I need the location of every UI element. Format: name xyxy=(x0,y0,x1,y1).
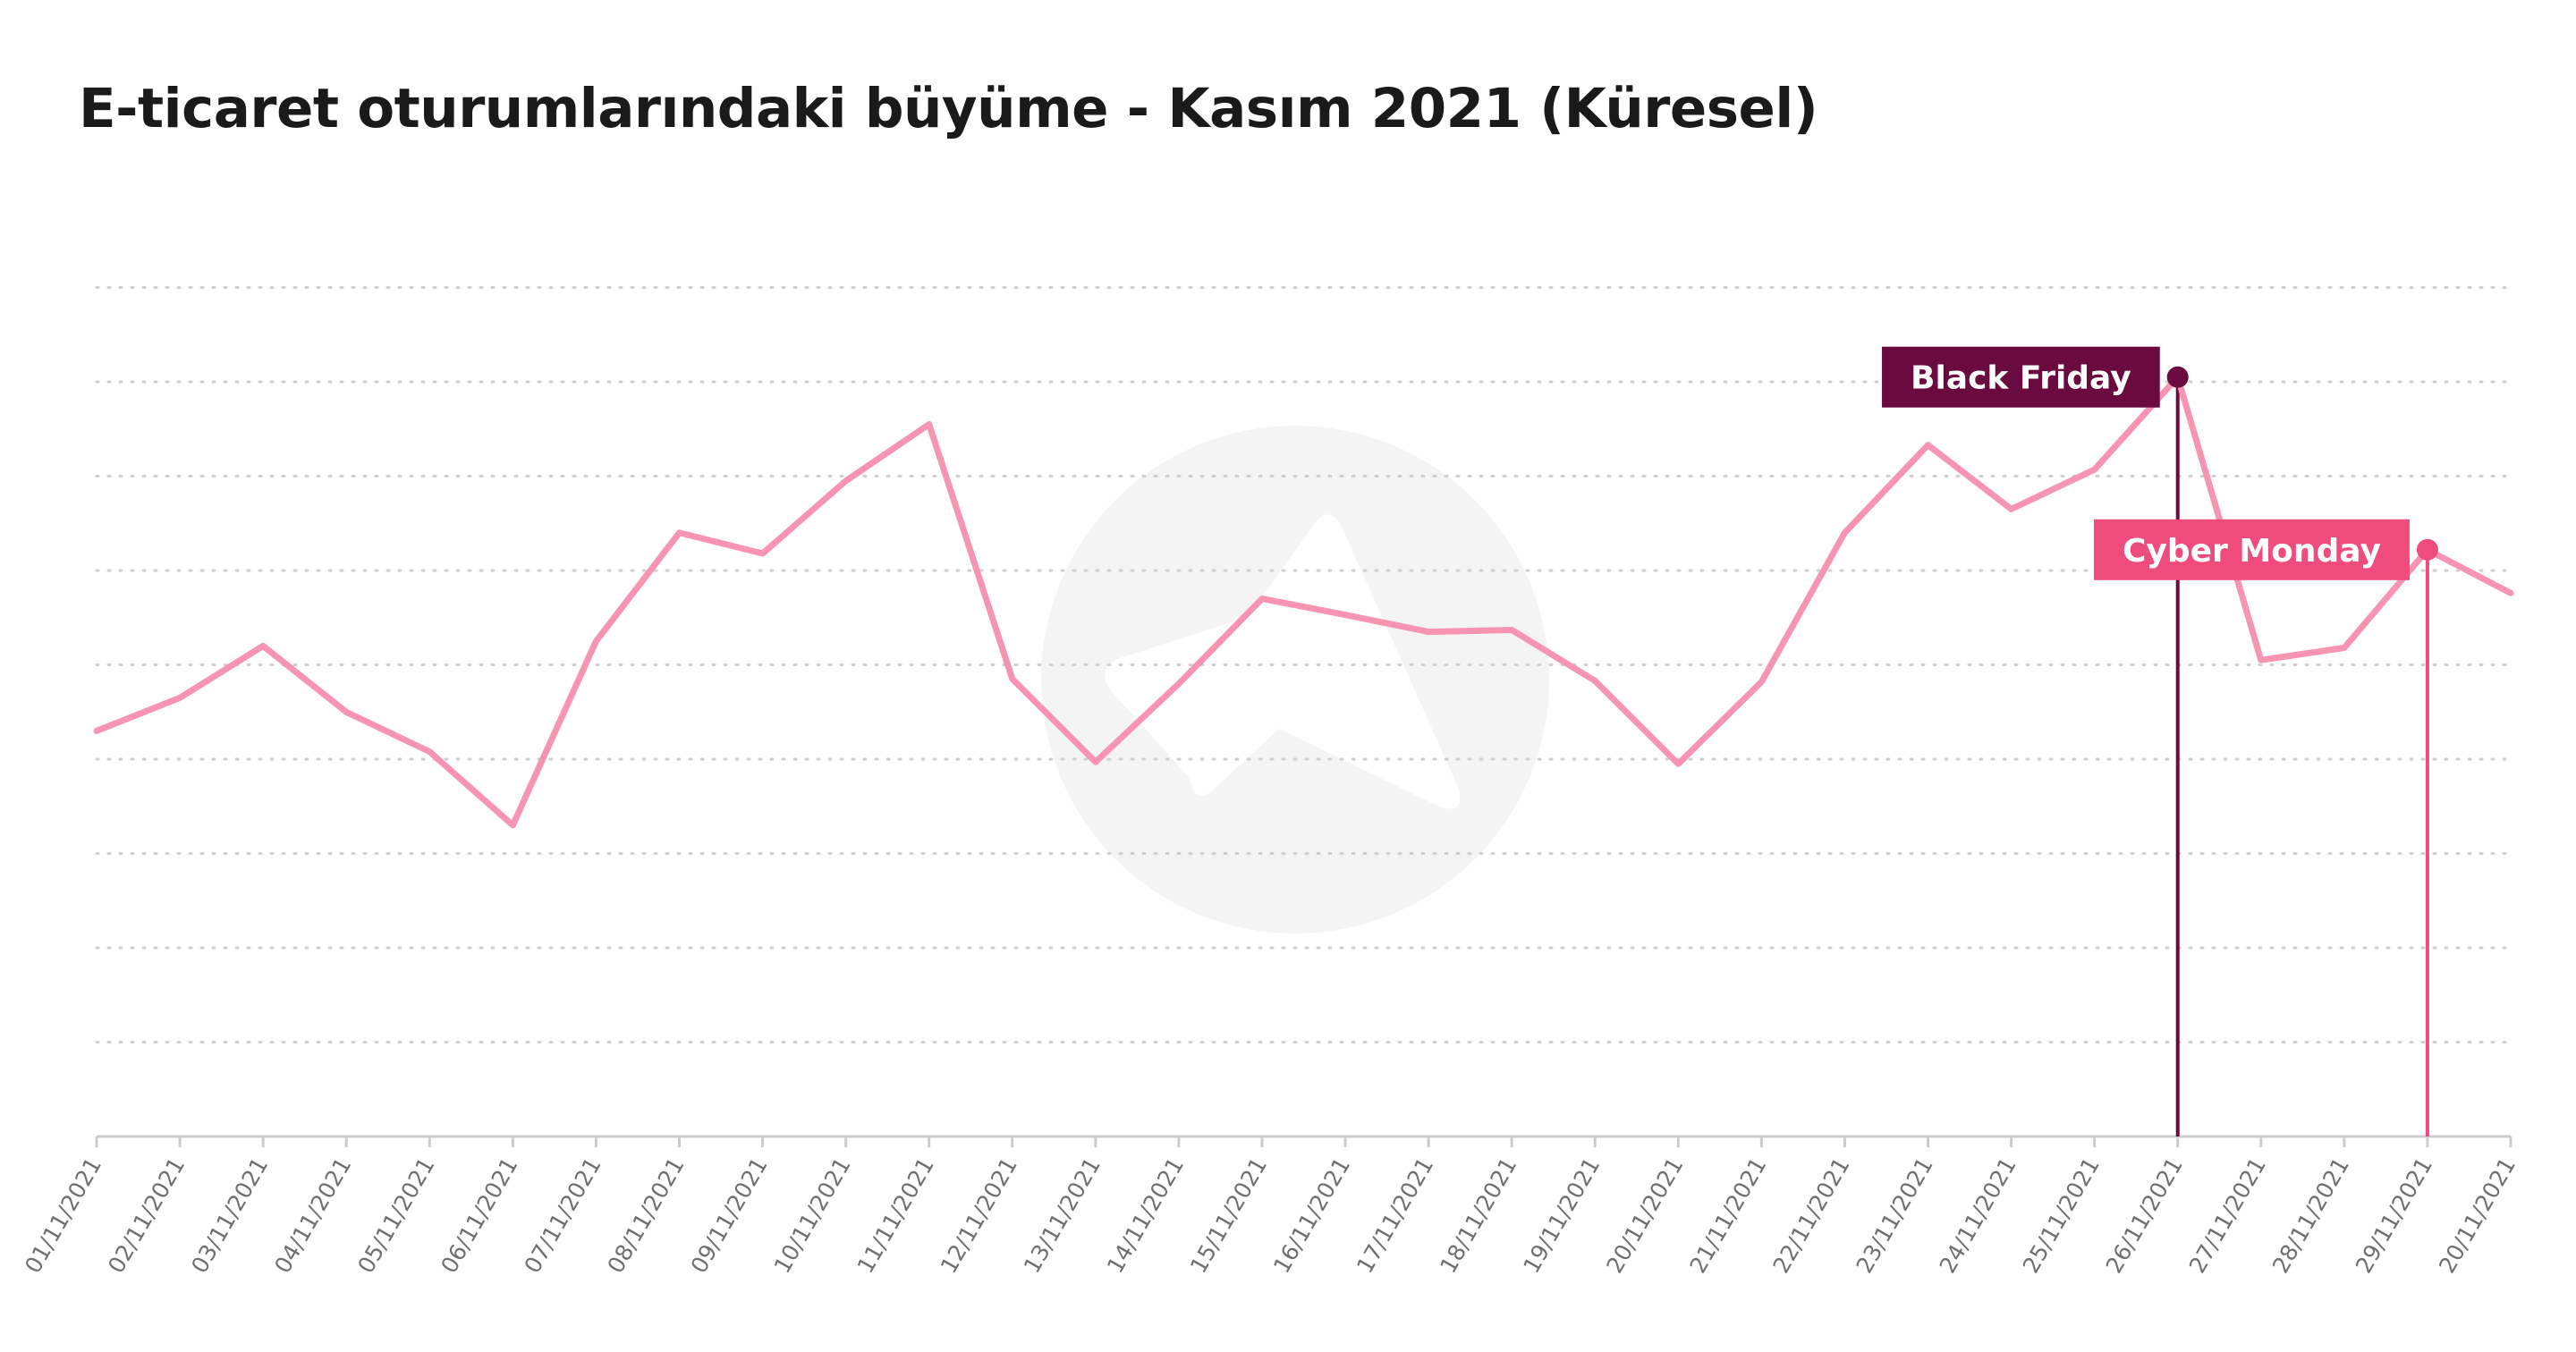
series-layer xyxy=(93,374,2514,829)
x-tick-label: 22/11/2021 xyxy=(1767,1153,1854,1278)
x-tick-label: 13/11/2021 xyxy=(1019,1153,1106,1278)
x-axis xyxy=(95,1135,2512,1147)
series-line-1 xyxy=(93,374,2514,829)
black-friday-label-text: Black Friday xyxy=(1911,360,2131,397)
black-friday-marker-point xyxy=(2166,366,2189,388)
x-tick-label: 20/11/2021 xyxy=(2434,1153,2521,1278)
annotations: Black Friday Cyber Monday xyxy=(1882,346,2438,580)
black-friday-label: Black Friday xyxy=(1882,346,2160,408)
x-tick-label: 09/11/2021 xyxy=(686,1153,773,1278)
cyber-monday-label: Cyber Monday xyxy=(2093,519,2410,580)
x-tick-label: 16/11/2021 xyxy=(1268,1153,1355,1278)
x-tick-label: 26/11/2021 xyxy=(2101,1153,2188,1278)
x-tick-label: 17/11/2021 xyxy=(1352,1153,1438,1278)
cyber-monday-marker-point xyxy=(2416,538,2438,561)
x-tick-label: 11/11/2021 xyxy=(852,1153,939,1278)
x-tick-label: 27/11/2021 xyxy=(2184,1153,2271,1278)
x-tick-label: 18/11/2021 xyxy=(1435,1153,1521,1278)
x-tick-label: 15/11/2021 xyxy=(1185,1153,1272,1278)
x-tick-label: 25/11/2021 xyxy=(2018,1153,2105,1278)
x-tick-label: 19/11/2021 xyxy=(1518,1153,1605,1278)
x-tick-label: 05/11/2021 xyxy=(352,1153,439,1278)
x-axis-tick-labels: 01/11/202102/11/202103/11/202104/11/2021… xyxy=(20,1153,2521,1278)
x-tick-label: 02/11/2021 xyxy=(103,1153,190,1278)
x-tick-label: 07/11/2021 xyxy=(519,1153,606,1278)
x-tick-label: 12/11/2021 xyxy=(936,1153,1022,1278)
x-tick-label: 21/11/2021 xyxy=(1684,1153,1771,1278)
x-tick-label: 23/11/2021 xyxy=(1852,1153,1938,1278)
chart-title: E-ticaret oturumlarındaki büyüme - Kasım… xyxy=(79,77,1818,140)
cyber-monday-label-box xyxy=(2093,519,2410,580)
x-tick-label: 14/11/2021 xyxy=(1102,1153,1189,1278)
paper-plane-logo-icon xyxy=(1105,514,1461,809)
x-tick-label: 06/11/2021 xyxy=(436,1153,522,1278)
x-tick-label: 10/11/2021 xyxy=(769,1153,856,1278)
x-tick-label: 29/11/2021 xyxy=(2351,1153,2437,1278)
x-tick-label: 28/11/2021 xyxy=(2267,1153,2354,1278)
black-friday-label-box xyxy=(1882,346,2160,408)
x-tick-label: 24/11/2021 xyxy=(1935,1153,2021,1278)
x-tick-label: 04/11/2021 xyxy=(269,1153,356,1278)
watermark-logo xyxy=(1041,426,1549,934)
x-tick-label: 01/11/2021 xyxy=(20,1153,106,1278)
cyber-monday-label-text: Cyber Monday xyxy=(2123,533,2381,570)
x-tick-label: 03/11/2021 xyxy=(186,1153,273,1278)
annotation-lines xyxy=(2175,376,2429,1137)
x-tick-label: 20/11/2021 xyxy=(1601,1153,1688,1278)
x-tick-label: 08/11/2021 xyxy=(603,1153,690,1278)
